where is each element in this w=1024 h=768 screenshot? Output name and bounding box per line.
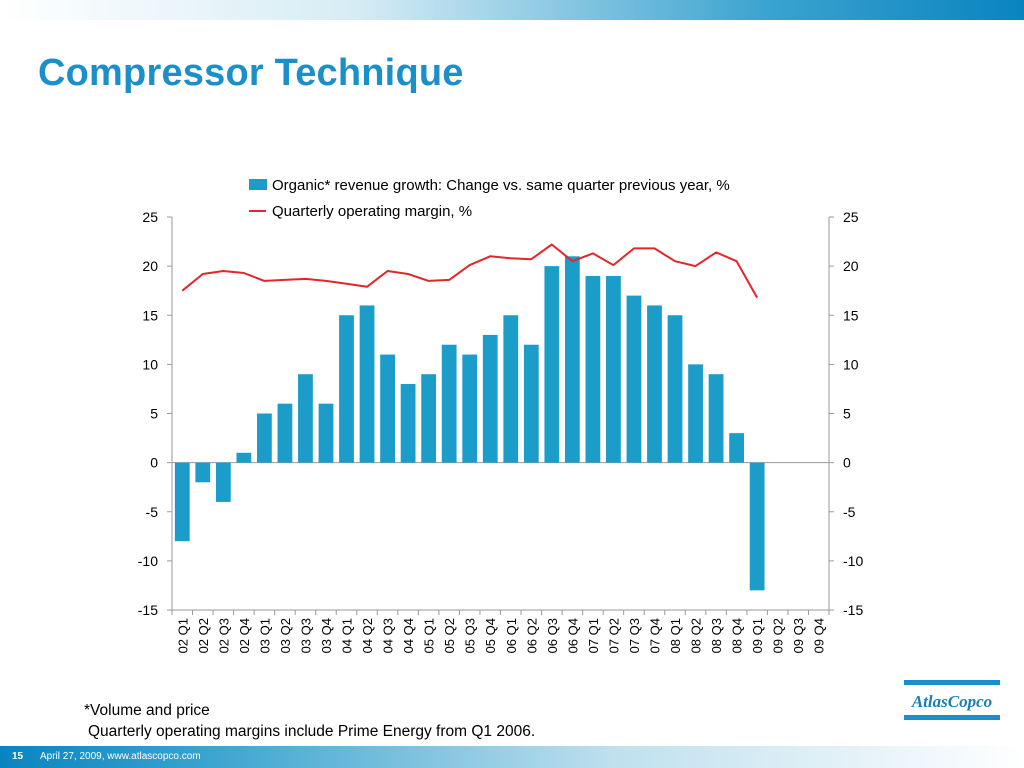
top-gradient-bar [0,0,1024,20]
y-tick-label-right: -15 [843,602,863,618]
bar [544,266,560,463]
bar [174,462,190,542]
y-tick-label-right: -5 [843,504,856,520]
bar [688,364,703,463]
x-tick-label: 07 Q2 [606,618,621,653]
bar [298,374,313,463]
x-tick-label: 03 Q1 [257,618,272,653]
x-tick-label: 03 Q3 [298,618,313,653]
bar [400,384,416,463]
x-tick-label: 04 Q3 [381,618,396,653]
x-tick-label: 04 Q2 [360,618,375,653]
footnote-prime-energy: Quarterly operating margins include Prim… [88,723,536,740]
y-tick-label-left: -5 [146,504,159,520]
legend-line-label: Quarterly operating margin, % [272,203,472,220]
y-tick-label-left: 20 [142,258,158,274]
x-tick-label: 08 Q1 [668,618,683,653]
x-tick-label: 08 Q3 [709,618,724,653]
y-tick-label-left: -10 [138,553,158,569]
legend-bar-swatch [249,179,267,190]
y-tick-label-right: 25 [843,209,859,225]
x-tick-label: 03 Q2 [278,618,293,653]
page-title: Compressor Technique [38,52,464,94]
margin-line [181,243,758,299]
x-tick-label: 06 Q3 [545,618,560,653]
x-tick-label: 03 Q4 [319,618,334,653]
x-tick-label: 02 Q3 [216,618,231,653]
bar [318,403,334,463]
bar [380,354,395,463]
bar [749,462,765,591]
y-tick-label-left: 5 [150,406,158,422]
x-tick-label: 05 Q4 [483,618,498,653]
x-tick-label: 08 Q4 [730,618,745,653]
bar [482,334,498,463]
bar [256,413,272,463]
bar [339,315,354,463]
bar [503,315,519,463]
x-tick-label: 05 Q1 [422,618,437,653]
y-tick-label-right: -10 [843,553,863,569]
y-tick-label-left: 0 [150,455,158,471]
y-tick-label-right: 15 [843,307,859,323]
bar [606,275,621,463]
atlas-copco-logo: AtlasCopco [904,680,1000,720]
x-tick-label: 05 Q3 [463,618,478,653]
footnote-volume-price: *Volume and price [84,702,210,719]
x-tick-label: 09 Q2 [771,618,786,653]
bar [729,433,745,463]
x-tick-label: 06 Q1 [504,618,519,653]
bar [647,305,662,463]
x-tick-label: 02 Q4 [237,618,252,653]
bar [236,452,252,463]
x-tick-label: 04 Q4 [401,618,416,653]
y-tick-label-left: 10 [142,356,158,372]
footer-bar: 15 April 27, 2009, www.atlascopco.com [0,746,1024,768]
bar [667,315,683,463]
footer-date-url: April 27, 2009, www.atlascopco.com [40,751,201,762]
x-tick-label: 07 Q4 [647,618,662,653]
y-tick-label-right: 0 [843,455,851,471]
bar [585,275,601,463]
x-tick-label: 04 Q1 [340,618,355,653]
page-number: 15 [12,751,24,762]
x-tick-label: 09 Q4 [812,618,827,653]
x-tick-label: 02 Q1 [175,618,190,653]
y-tick-label-left: 25 [142,209,158,225]
footnotes: *Volume and price Quarterly operating ma… [84,700,535,742]
bar [277,403,293,463]
bar [215,462,231,502]
bar [359,305,375,463]
y-tick-label-right: 20 [843,258,859,274]
bar [441,344,457,463]
bar [421,374,437,463]
y-tick-label-left: 15 [142,307,158,323]
x-tick-label: 08 Q2 [689,618,704,653]
bar [564,256,580,463]
bar [462,354,478,463]
x-tick-label: 02 Q2 [196,618,211,653]
x-tick-label: 06 Q2 [524,618,539,653]
bar [195,462,211,483]
x-tick-label: 06 Q4 [565,618,580,653]
y-tick-label-right: 10 [843,356,859,372]
bar [708,374,724,463]
bar [523,344,539,463]
y-tick-label-left: -15 [138,602,158,618]
legend-bar-label: Organic* revenue growth: Change vs. same… [272,177,730,194]
x-tick-label: 07 Q3 [627,618,642,653]
y-tick-label-right: 5 [843,406,851,422]
bar [626,295,642,463]
x-tick-label: 09 Q1 [750,618,765,653]
x-tick-label: 09 Q3 [791,618,806,653]
x-tick-label: 07 Q1 [586,618,601,653]
x-tick-label: 05 Q2 [442,618,457,653]
svg-text:AtlasCopco: AtlasCopco [911,692,992,711]
